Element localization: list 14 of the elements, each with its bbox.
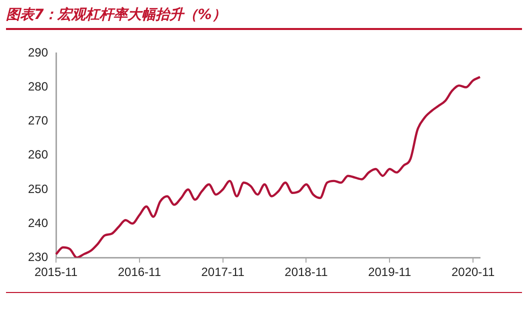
y-tick-label: 280	[28, 80, 48, 94]
x-tick-label: 2016-11	[118, 265, 162, 280]
chart-title: 图表7：宏观杠杆率大幅抬升（%）	[6, 6, 522, 30]
y-tick-label: 290	[28, 46, 48, 60]
y-tick-label: 250	[28, 182, 48, 196]
x-tick-label: 2017-11	[201, 265, 245, 280]
y-tick-label: 230	[28, 250, 48, 264]
x-tick-label: 2020-11	[451, 265, 495, 280]
y-tick-label: 270	[28, 114, 48, 128]
x-tick-label: 2019-11	[368, 265, 412, 280]
y-tick-label: 240	[28, 216, 48, 230]
y-tick-label: 260	[28, 148, 48, 162]
x-tick-label: 2018-11	[284, 265, 328, 280]
x-tick-label: 2015-11	[34, 265, 78, 280]
